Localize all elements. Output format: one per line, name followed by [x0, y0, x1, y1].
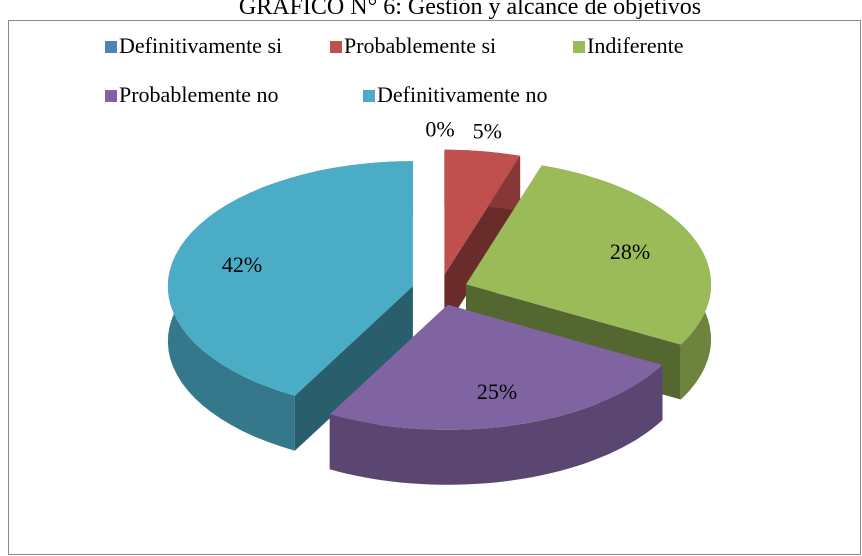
data-label: 0%: [425, 117, 454, 142]
legend-label: Definitivamente si: [119, 33, 282, 58]
slice: [444, 149, 521, 275]
slice: [466, 165, 711, 345]
pie: [167, 149, 711, 485]
legend-swatch: [363, 90, 375, 102]
legend-swatch: [573, 41, 585, 53]
slice-side: [294, 286, 413, 451]
chart-title: GRÁFICO N° 6: Gestión y alcance de objet…: [239, 0, 701, 20]
data-label: 5%: [473, 119, 502, 144]
legend-label: Definitivamente no: [377, 82, 547, 107]
slice-wall: [329, 365, 663, 485]
legend-swatch: [105, 41, 117, 53]
data-label: 28%: [610, 239, 650, 264]
legend-swatch: [330, 41, 342, 53]
slice: [167, 161, 413, 396]
data-label: 42%: [222, 252, 262, 277]
legend-label: Probablemente si: [344, 33, 496, 58]
legend-label: Indiferente: [587, 33, 684, 58]
slice: [329, 304, 663, 430]
data-label: 25%: [477, 379, 517, 404]
legend-label: Probablemente no: [119, 82, 278, 107]
legend-swatch: [105, 90, 117, 102]
